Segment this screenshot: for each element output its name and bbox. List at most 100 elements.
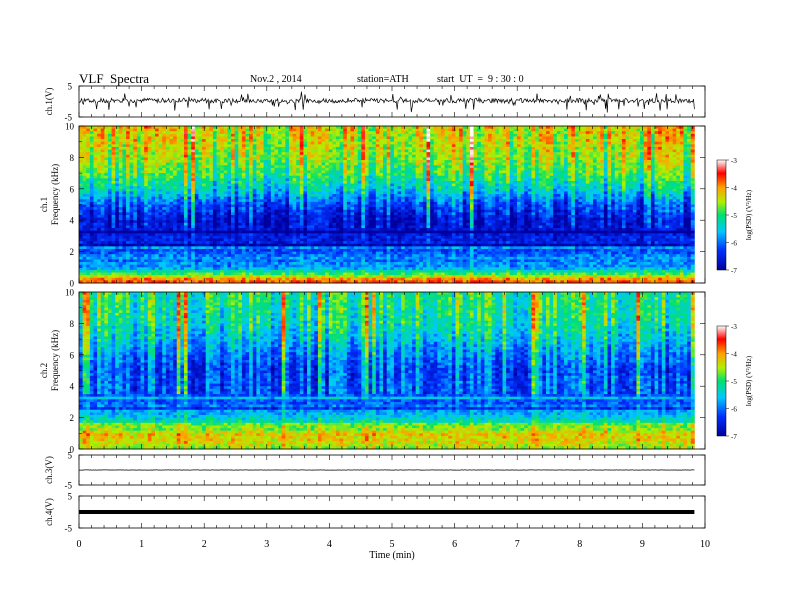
spectrogram-cell bbox=[224, 144, 228, 147]
spectrogram-cell bbox=[198, 147, 202, 150]
spectrogram-cell bbox=[546, 134, 550, 137]
spectrogram-cell bbox=[311, 139, 315, 142]
spectrogram-cell bbox=[300, 155, 304, 158]
spectrogram-cell bbox=[437, 165, 441, 168]
spectrogram-cell bbox=[206, 189, 210, 192]
spectrogram-cell bbox=[673, 181, 677, 184]
spectrogram-cell bbox=[517, 150, 521, 153]
spectrogram-cell bbox=[379, 191, 383, 194]
spectrogram-cell bbox=[445, 199, 449, 202]
spectrogram-cell bbox=[434, 142, 438, 145]
spectrogram-cell bbox=[354, 152, 358, 155]
spectrogram-cell bbox=[369, 170, 373, 173]
spectrogram-cell bbox=[314, 173, 318, 176]
spectrogram-cell bbox=[673, 176, 677, 179]
spectrogram-cell bbox=[271, 129, 275, 132]
spectrogram-cell bbox=[571, 131, 575, 134]
spectrogram-cell bbox=[550, 163, 554, 166]
spectrogram-cell bbox=[405, 129, 409, 132]
spectrogram-cell bbox=[332, 189, 336, 192]
spectrogram-cell bbox=[322, 139, 326, 142]
spectrogram-cell bbox=[289, 152, 293, 155]
spectrogram-cell bbox=[336, 197, 340, 200]
spectrogram-cell bbox=[647, 189, 651, 192]
spectrogram-cell bbox=[97, 136, 101, 139]
spectrogram-cell bbox=[166, 202, 170, 205]
spectrogram-cell bbox=[358, 168, 362, 171]
spectrogram-cell bbox=[122, 142, 126, 145]
spectrogram-cell bbox=[376, 194, 380, 197]
spectrogram-cell bbox=[322, 142, 326, 145]
spectrogram-cell bbox=[484, 199, 488, 202]
spectrogram-cell bbox=[582, 134, 586, 137]
spectrogram-cell bbox=[557, 176, 561, 179]
spectrogram-cell bbox=[542, 186, 546, 189]
spectrogram-cell bbox=[571, 142, 575, 145]
spectrogram-cell bbox=[274, 173, 278, 176]
spectrogram-cell bbox=[437, 176, 441, 179]
spectrogram-cell bbox=[474, 139, 478, 142]
spectrogram-cell bbox=[387, 134, 391, 137]
spectrogram-cell bbox=[108, 168, 112, 171]
spectrogram-cell bbox=[340, 165, 344, 168]
spectrogram-cell bbox=[539, 170, 543, 173]
spectrogram-cell bbox=[101, 144, 105, 147]
spectrogram-cell bbox=[427, 191, 431, 194]
spectrogram-cell bbox=[568, 139, 572, 142]
spectrogram-cell bbox=[412, 173, 416, 176]
spectrogram-cell bbox=[177, 181, 181, 184]
spectrogram-cell bbox=[177, 144, 181, 147]
spectrogram-cell bbox=[213, 199, 217, 202]
spectrogram-cell bbox=[104, 155, 108, 158]
spectrogram-cell bbox=[600, 136, 604, 139]
spectrogram-cell bbox=[539, 181, 543, 184]
spectrogram-cell bbox=[387, 184, 391, 187]
spectrogram-cell bbox=[93, 176, 97, 179]
spectrogram-cell bbox=[112, 142, 116, 145]
spectrogram-cell bbox=[622, 155, 626, 158]
spectrogram-cell bbox=[151, 134, 155, 137]
spectrogram-cell bbox=[191, 176, 195, 179]
spectrogram-cell bbox=[662, 181, 666, 184]
spectrogram-cell bbox=[636, 126, 640, 129]
spectrogram-cell bbox=[644, 184, 648, 187]
spectrogram-cell bbox=[484, 144, 488, 147]
spectrogram-cell bbox=[615, 160, 619, 163]
spectrogram-cell bbox=[586, 165, 590, 168]
spectrogram-cell bbox=[618, 199, 622, 202]
spectrogram-cell bbox=[97, 150, 101, 153]
spectrogram-cell bbox=[293, 184, 297, 187]
spectrogram-cell bbox=[198, 129, 202, 132]
spectrogram-cell bbox=[224, 178, 228, 181]
spectrogram-cell bbox=[655, 191, 659, 194]
spectrogram-cell bbox=[463, 176, 467, 179]
spectrogram-cell bbox=[97, 131, 101, 134]
spectrogram-cell bbox=[622, 178, 626, 181]
spectrogram-cell bbox=[691, 147, 695, 150]
spectrogram-cell bbox=[235, 134, 239, 137]
spectrogram-cell bbox=[626, 170, 630, 173]
spectrogram-cell bbox=[474, 199, 478, 202]
spectrogram-cell bbox=[166, 197, 170, 200]
spectrogram-cell bbox=[133, 186, 137, 189]
spectrogram-cell bbox=[253, 157, 257, 160]
spectrogram-cell bbox=[249, 181, 253, 184]
spectrogram-cell bbox=[79, 191, 83, 194]
spectrogram-cell bbox=[550, 199, 554, 202]
spectrogram-cell bbox=[126, 163, 130, 166]
spectrogram-cell bbox=[379, 176, 383, 179]
spectrogram-cell bbox=[437, 197, 441, 200]
spectrogram-cell bbox=[405, 147, 409, 150]
spectrogram-cell bbox=[684, 191, 688, 194]
spectrogram-cell bbox=[387, 170, 391, 173]
spectrogram-cell bbox=[658, 191, 662, 194]
spectrogram-cell bbox=[311, 189, 315, 192]
spectrogram-cell bbox=[390, 173, 394, 176]
spectrogram-cell bbox=[336, 181, 340, 184]
spectrogram-cell bbox=[416, 152, 420, 155]
spectrogram-cell bbox=[79, 184, 83, 187]
spectrogram-cell bbox=[300, 199, 304, 202]
spectrogram-cell bbox=[86, 142, 90, 145]
spectrogram-cell bbox=[151, 173, 155, 176]
spectrogram-cell bbox=[488, 150, 492, 153]
